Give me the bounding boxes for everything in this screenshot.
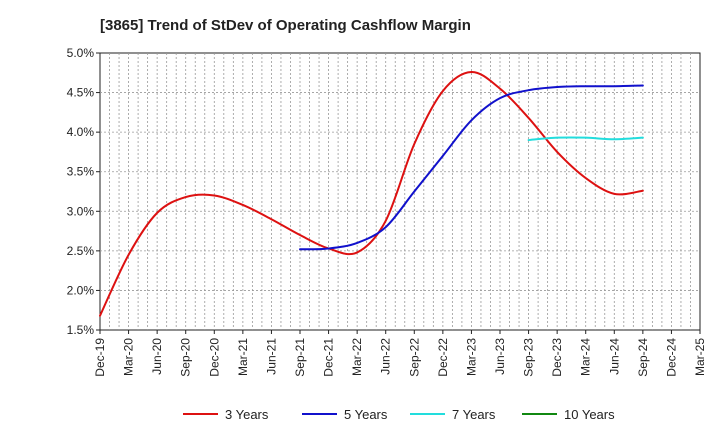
x-axis-ticks: Dec-19 Mar-20 Jun-20 Sep-20 Dec-20 Mar-21 Jun-… <box>93 330 707 377</box>
legend-label-3: 7 Years <box>452 407 496 422</box>
legend-label-4: 10 Years <box>564 407 615 422</box>
x-tick-label: Jun-20 <box>150 338 164 375</box>
y-tick-label: 2.5% <box>67 244 95 258</box>
plot-area <box>99 52 701 331</box>
chart-title: [3865] Trend of StDev of Operating Cashf… <box>100 17 471 34</box>
x-tick-label: Dec-23 <box>550 338 564 377</box>
y-axis-ticks: 1.5% 2.0% 2.5% 3.0% 3.5% 4.0% 4.5% 5.0% <box>67 46 100 337</box>
x-tick-label: Mar-20 <box>122 338 136 376</box>
x-tick-label: Sep-22 <box>407 338 421 377</box>
series-lines <box>99 70 644 317</box>
x-tick-label: Jun-22 <box>379 338 393 375</box>
y-tick-label: 4.0% <box>67 125 95 139</box>
x-tick-label: Mar-24 <box>579 338 593 376</box>
y-tick-label: 5.0% <box>67 46 95 60</box>
y-tick-label: 3.0% <box>67 204 95 218</box>
x-tick-label: Mar-21 <box>236 338 250 376</box>
x-tick-label: Dec-21 <box>322 338 336 377</box>
legend: 3 Years 5 Years 7 Years 10 Years <box>183 407 615 422</box>
series-line-2 <box>299 84 644 251</box>
x-tick-label: Dec-19 <box>93 338 107 377</box>
series-line-1 <box>99 70 644 317</box>
x-tick-label: Mar-25 <box>693 338 707 376</box>
grid-lines <box>100 53 700 330</box>
x-tick-label: Jun-24 <box>607 338 621 375</box>
y-tick-label: 4.5% <box>67 86 95 100</box>
x-tick-label: Sep-21 <box>293 338 307 377</box>
y-tick-label: 3.5% <box>67 165 95 179</box>
x-tick-label: Dec-24 <box>664 338 678 377</box>
x-tick-label: Sep-24 <box>636 338 650 377</box>
x-tick-label: Sep-20 <box>179 338 193 377</box>
x-tick-label: Jun-21 <box>264 338 278 375</box>
x-tick-label: Dec-22 <box>436 338 450 377</box>
x-tick-label: Dec-20 <box>207 338 221 377</box>
series-line-3 <box>527 136 644 142</box>
legend-label-2: 5 Years <box>344 407 388 422</box>
y-tick-label: 1.5% <box>67 323 95 337</box>
x-tick-label: Mar-23 <box>464 338 478 376</box>
y-tick-label: 2.0% <box>67 283 95 297</box>
x-tick-label: Jun-23 <box>493 338 507 375</box>
x-tick-label: Sep-23 <box>522 338 536 377</box>
legend-label-1: 3 Years <box>225 407 269 422</box>
x-tick-label: Mar-22 <box>350 338 364 376</box>
